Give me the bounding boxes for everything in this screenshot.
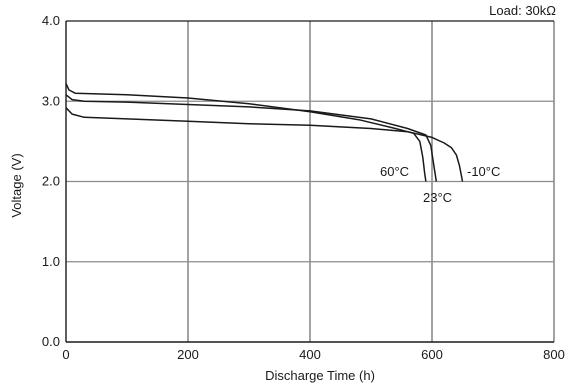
- series-label-0: 60°C: [380, 164, 409, 179]
- series-label-2: -10°C: [467, 164, 500, 179]
- y-tick-label-2: 2.0: [42, 174, 60, 189]
- series-label-1: 23°C: [423, 190, 452, 205]
- y-tick-label-1: 1.0: [42, 254, 60, 269]
- y-tick-label-3: 3.0: [42, 93, 60, 108]
- grid-lines: [66, 20, 555, 342]
- axes: [65, 21, 554, 343]
- series-line-1: [65, 94, 438, 182]
- load-annotation: Load: 30kΩ: [489, 3, 556, 18]
- series-line-2: [65, 107, 464, 182]
- x-tick-label-1: 200: [177, 347, 199, 362]
- x-tick-label-2: 400: [299, 347, 321, 362]
- x-tick-label-4: 800: [543, 347, 565, 362]
- tick-labels: 0 200 400 600 800 0.0 1.0 2.0 3.0 4.0: [42, 13, 565, 362]
- series-labels: 60°C 23°C -10°C: [380, 164, 500, 205]
- series-lines: [65, 83, 464, 182]
- y-tick-label-0: 0.0: [42, 334, 60, 349]
- series-line-0: [65, 83, 427, 182]
- x-axis-title: Discharge Time (h): [265, 368, 375, 383]
- y-tick-label-4: 4.0: [42, 13, 60, 28]
- x-tick-label-0: 0: [62, 347, 69, 362]
- x-tick-label-3: 600: [421, 347, 443, 362]
- y-axis-title: Voltage (V): [9, 153, 24, 217]
